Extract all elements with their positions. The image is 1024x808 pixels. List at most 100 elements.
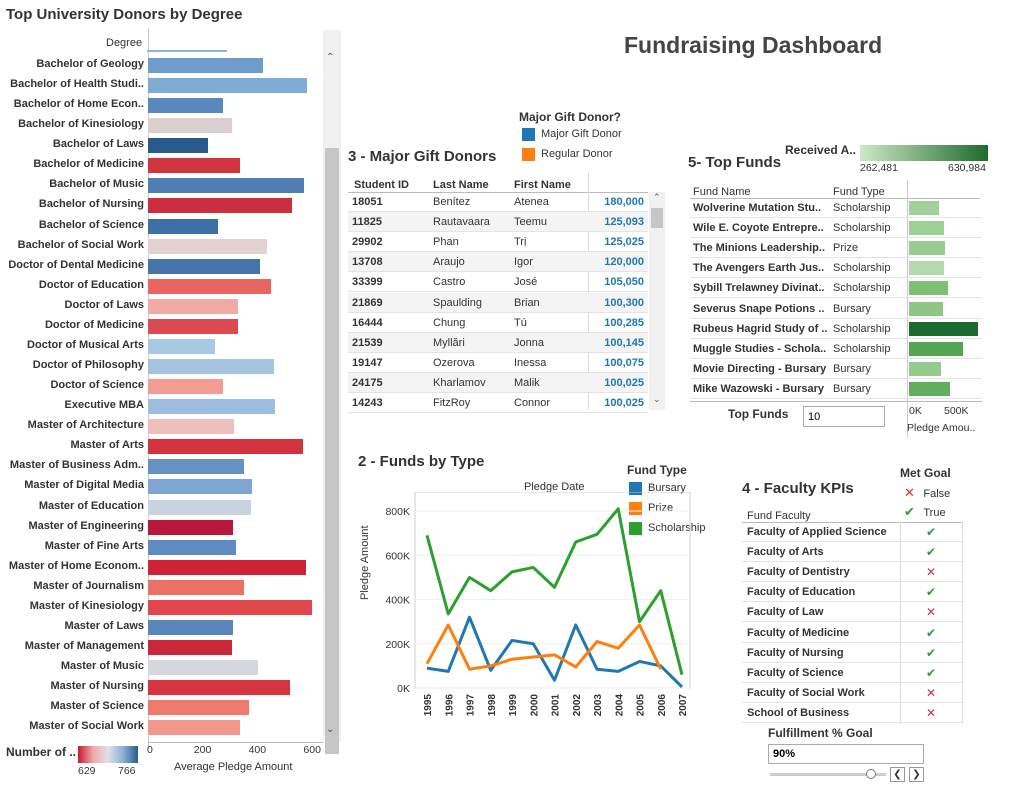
legend-item-scholarship[interactable]: Scholarship <box>629 520 719 538</box>
degree-bar[interactable] <box>148 700 250 716</box>
degree-bar[interactable] <box>148 660 258 676</box>
table-row[interactable]: 21869 Spaulding Brian 100,300 <box>348 292 648 313</box>
scroll-down-icon[interactable]: ⌄ <box>326 724 335 735</box>
donors-scroll-thumb[interactable] <box>325 148 339 754</box>
degree-label[interactable]: Doctor of Education <box>38 278 144 291</box>
fund-row[interactable]: Severus Snape Potions .. Bursary <box>690 299 982 319</box>
fund-pledge-bar[interactable] <box>909 341 963 356</box>
degree-bar[interactable] <box>148 399 276 415</box>
degree-label[interactable]: Doctor of Science <box>50 379 144 392</box>
fund-row[interactable]: The Minions Leadership.. Prize <box>690 238 982 259</box>
degree-label[interactable]: Executive MBA <box>64 399 144 412</box>
degree-bar[interactable] <box>148 680 291 696</box>
fund-pledge-bar[interactable] <box>909 321 979 336</box>
faculty-row[interactable]: Faculty of Applied Science ✔ <box>742 522 962 543</box>
degree-label[interactable]: Doctor of Philosophy <box>32 359 144 372</box>
degree-label[interactable]: Bachelor of Science <box>38 218 144 231</box>
degree-label[interactable]: Bachelor of Laws <box>52 138 144 151</box>
degree-bar[interactable] <box>148 158 240 174</box>
degree-bar[interactable] <box>148 98 224 114</box>
degree-bar[interactable] <box>148 720 240 736</box>
degree-label[interactable]: Doctor of Musical Arts <box>27 338 144 351</box>
legend-item-false[interactable]: ✕ False <box>904 484 950 502</box>
table-row[interactable]: 16444 Chung Tú 100,285 <box>348 313 648 333</box>
degree-label[interactable]: Master of Education <box>38 499 144 512</box>
degree-bar[interactable] <box>148 359 275 375</box>
degree-bar[interactable] <box>148 499 251 515</box>
degree-bar[interactable] <box>148 118 232 134</box>
top-funds-input[interactable] <box>803 406 885 427</box>
degree-label[interactable]: Doctor of Dental Medicine <box>8 258 144 271</box>
degree-bar[interactable] <box>148 439 303 455</box>
table-scroll-down-icon[interactable]: ⌄ <box>653 394 661 404</box>
faculty-row[interactable]: Faculty of Education ✔ <box>742 582 962 603</box>
degree-bar[interactable] <box>148 198 292 214</box>
degree-label[interactable]: Bachelor of Geology <box>36 58 144 70</box>
degree-bar[interactable] <box>148 178 305 194</box>
fund-row[interactable]: Sybill Trelawney Divinat.. Scholarship <box>690 278 982 299</box>
fund-row[interactable]: Movie Directing - Bursary Bursary <box>690 359 982 379</box>
degree-bar[interactable] <box>148 138 209 154</box>
degree-label[interactable]: Master of Journalism <box>33 579 144 592</box>
table-row[interactable]: 18051 Benítez Atenea 180,000 <box>348 192 648 213</box>
degree-bar[interactable] <box>148 278 272 294</box>
degree-bar[interactable] <box>148 619 233 635</box>
fund-row[interactable]: The Avengers Earth Jus.. Scholarship <box>690 258 982 279</box>
goal-slider-thumb[interactable] <box>866 769 876 779</box>
degree-bar[interactable] <box>148 78 307 94</box>
degree-bar[interactable] <box>148 258 261 274</box>
degree-label[interactable]: Master of Engineering <box>28 519 144 532</box>
degree-label[interactable]: Master of Digital Media <box>24 479 144 492</box>
degree-bar[interactable] <box>148 579 244 595</box>
faculty-row[interactable]: Faculty of Science ✔ <box>742 663 962 683</box>
fund-pledge-bar[interactable] <box>909 221 945 236</box>
degree-bar[interactable] <box>148 479 253 495</box>
fund-pledge-bar[interactable] <box>909 241 945 256</box>
degree-label[interactable]: Master of Management <box>24 640 144 653</box>
table-row[interactable]: 24175 Kharlamov Malik 100,025 <box>348 372 648 393</box>
table-row[interactable]: 33399 Castro José 105,050 <box>348 272 648 293</box>
degree-bar[interactable] <box>148 318 239 334</box>
degree-label[interactable]: Master of Home Econom.. <box>8 559 144 572</box>
donors-table-scrollbar[interactable]: ⌃ ⌄ <box>649 192 665 410</box>
degree-label[interactable]: Master of Business Adm.. <box>9 459 144 472</box>
scroll-up-icon[interactable]: ⌃ <box>326 52 335 63</box>
degree-label[interactable]: Bachelor of Social Work <box>17 238 144 251</box>
table-row[interactable]: 19147 Ozerova Inessa 100,075 <box>348 353 648 373</box>
fund-row[interactable]: Rubeus Hagrid Study of .. Scholarship <box>690 319 982 339</box>
goal-slider-track[interactable] <box>770 773 886 776</box>
degree-label[interactable]: Master of Architecture <box>27 419 144 432</box>
fund-row[interactable]: Wile E. Coyote Entrepre.. Scholarship <box>690 218 982 239</box>
table-row[interactable]: 11825 Rautavaara Teemu 125,093 <box>348 212 648 233</box>
degree-label[interactable]: Master of Fine Arts <box>44 539 144 552</box>
degree-bar[interactable] <box>148 539 236 555</box>
fund-pledge-bar[interactable] <box>909 301 944 316</box>
degree-bar[interactable] <box>148 640 232 656</box>
faculty-row[interactable]: Faculty of Law ✕ <box>742 602 962 623</box>
legend-item-true[interactable]: ✔ True <box>904 503 946 521</box>
table-row[interactable]: 14243 FitzRoy Connor 100,025 <box>348 393 648 414</box>
degree-label[interactable]: Bachelor of Home Econ.. <box>13 98 144 111</box>
degree-bar[interactable] <box>148 519 233 535</box>
faculty-row[interactable]: Faculty of Social Work ✕ <box>742 683 962 703</box>
fund-pledge-bar[interactable] <box>909 361 941 376</box>
degree-label[interactable]: Bachelor of Music <box>49 178 144 191</box>
fund-pledge-bar[interactable] <box>909 281 948 296</box>
degree-label[interactable]: Bachelor of Health Studi.. <box>10 78 144 91</box>
degree-label[interactable]: Master of Nursing <box>50 680 144 693</box>
degree-bar[interactable] <box>148 298 239 314</box>
fund-row[interactable]: Mike Wazowski - Bursary Bursary <box>690 379 982 399</box>
fund-pledge-bar[interactable] <box>909 261 945 276</box>
fulfillment-goal-input[interactable] <box>768 744 924 764</box>
fund-row[interactable]: Muggle Studies - Schola.. Scholarship <box>690 339 982 359</box>
faculty-row[interactable]: Faculty of Arts ✔ <box>742 542 962 563</box>
degree-bar[interactable] <box>148 419 235 435</box>
degree-bar[interactable] <box>148 58 264 73</box>
fund-row[interactable]: Wolverine Mutation Stu.. Scholarship <box>690 198 982 219</box>
degree-label[interactable]: Master of Laws <box>64 619 144 632</box>
degree-bar[interactable] <box>148 238 268 254</box>
faculty-row[interactable]: Faculty of Medicine ✔ <box>742 623 962 643</box>
degree-bar[interactable] <box>148 599 313 615</box>
degree-label[interactable]: Master of Science <box>50 700 144 713</box>
donors-scrollbar[interactable]: ⌃ ⌄ <box>323 30 341 754</box>
